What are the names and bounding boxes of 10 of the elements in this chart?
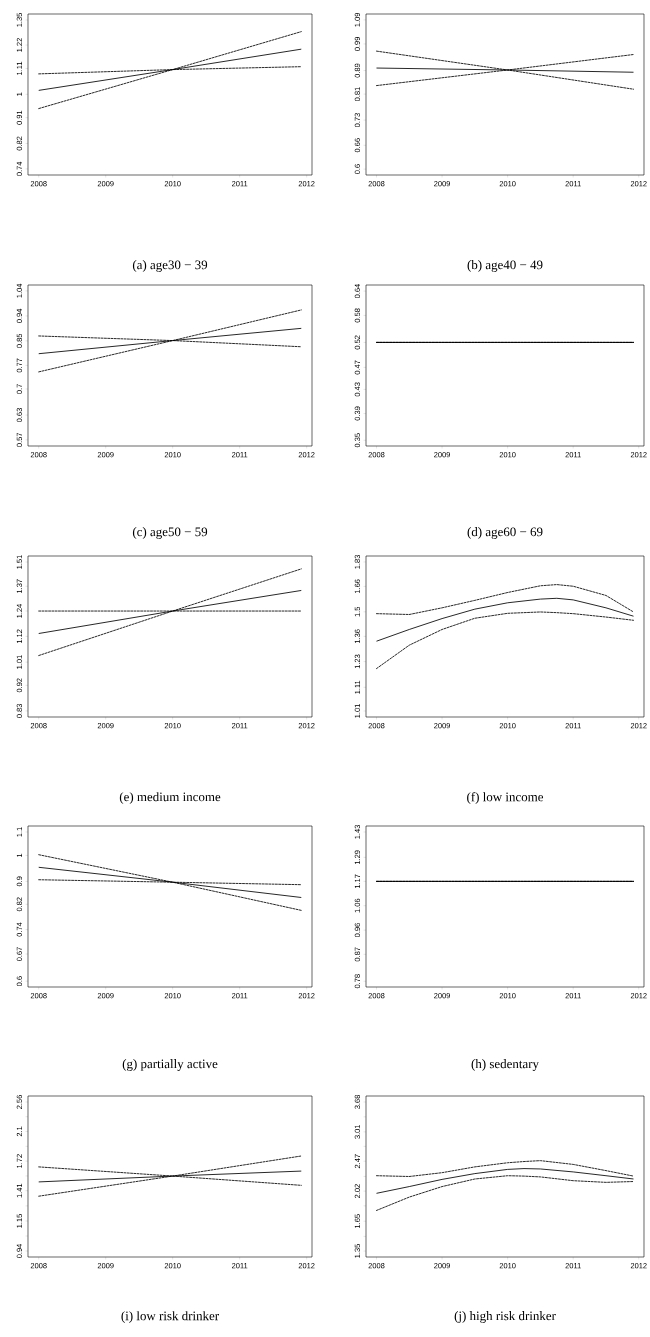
text: (e) medium income xyxy=(119,792,221,804)
text: (d) age60 − 69 xyxy=(467,527,543,539)
text: (g) partially active xyxy=(122,1059,218,1071)
text: (i) low risk drinker xyxy=(121,1311,219,1323)
text: (j) high risk drinker xyxy=(454,1311,556,1323)
text: (f) low income xyxy=(466,792,543,804)
text: (c) age50 − 59 xyxy=(132,527,207,539)
text: (h) sedentary xyxy=(471,1059,539,1071)
text: (b) age40 − 49 xyxy=(467,260,543,272)
text: (a) age30 − 39 xyxy=(132,260,207,272)
